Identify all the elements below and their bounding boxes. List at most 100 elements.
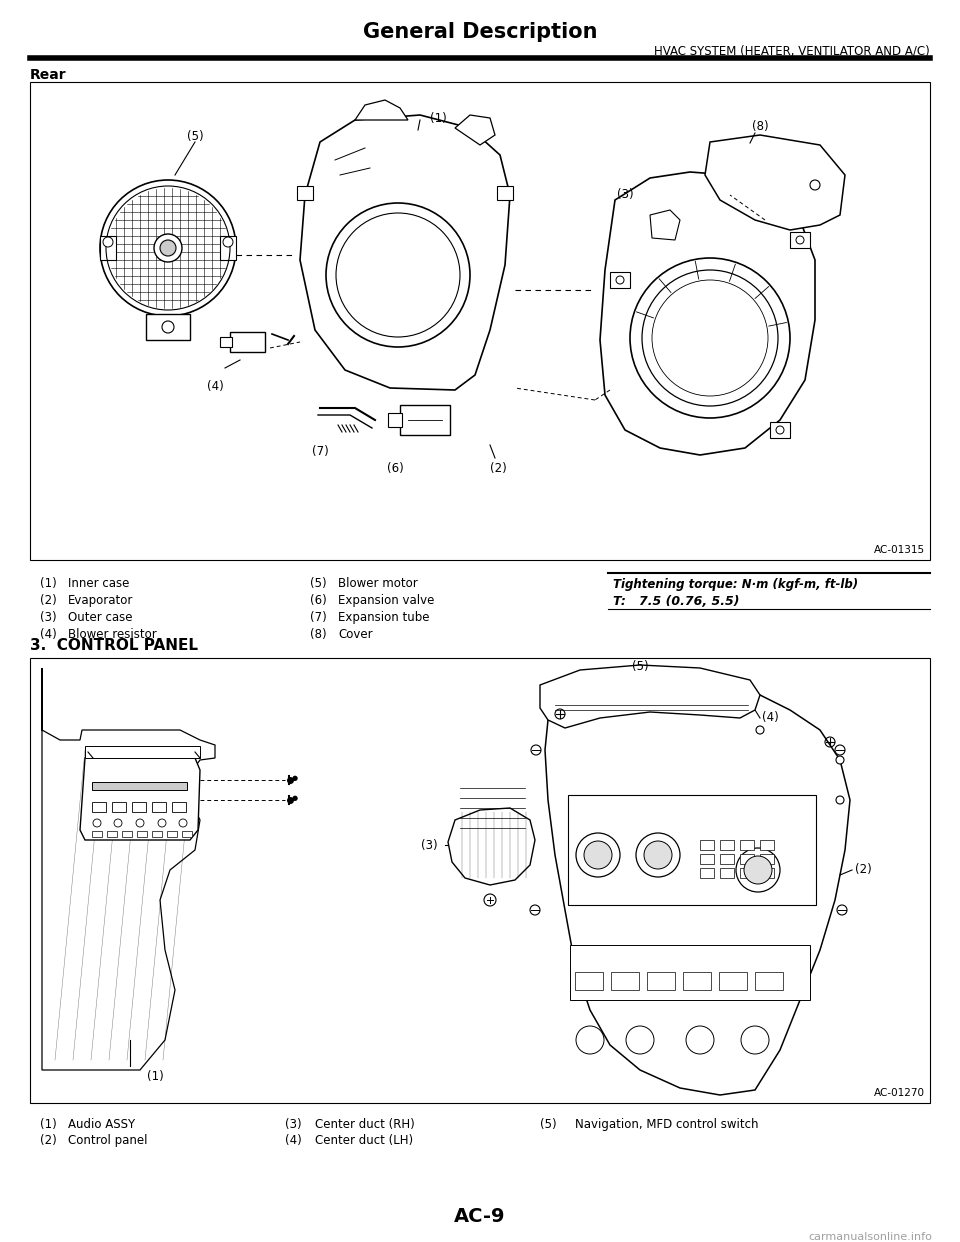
Circle shape bbox=[837, 905, 847, 915]
Text: ●: ● bbox=[292, 775, 299, 781]
Text: (4): (4) bbox=[206, 380, 224, 392]
Bar bbox=[497, 186, 513, 200]
Text: (4): (4) bbox=[285, 1134, 301, 1148]
Circle shape bbox=[154, 233, 182, 262]
Circle shape bbox=[776, 426, 784, 433]
Bar bbox=[610, 272, 630, 288]
Text: (1): (1) bbox=[430, 112, 446, 125]
Text: (1): (1) bbox=[40, 578, 57, 590]
Text: (8): (8) bbox=[752, 120, 768, 133]
Circle shape bbox=[160, 240, 176, 256]
Text: Expansion tube: Expansion tube bbox=[338, 611, 429, 623]
Text: Navigation, MFD control switch: Navigation, MFD control switch bbox=[575, 1118, 758, 1131]
Bar bbox=[152, 802, 166, 812]
Text: (3): (3) bbox=[285, 1118, 301, 1131]
Circle shape bbox=[744, 856, 772, 884]
Bar bbox=[220, 236, 236, 260]
Circle shape bbox=[835, 745, 845, 755]
Bar bbox=[740, 840, 754, 850]
Text: Inner case: Inner case bbox=[68, 578, 130, 590]
Polygon shape bbox=[300, 116, 510, 390]
Bar bbox=[182, 831, 192, 837]
Text: AC-01315: AC-01315 bbox=[874, 545, 925, 555]
Circle shape bbox=[756, 727, 764, 734]
Polygon shape bbox=[540, 664, 760, 728]
Bar bbox=[700, 840, 714, 850]
Bar bbox=[92, 802, 106, 812]
Text: Center duct (LH): Center duct (LH) bbox=[315, 1134, 413, 1148]
Text: Audio ASSY: Audio ASSY bbox=[68, 1118, 135, 1131]
Bar bbox=[85, 746, 200, 758]
Bar bbox=[146, 314, 190, 340]
Text: T:   7.5 (0.76, 5.5): T: 7.5 (0.76, 5.5) bbox=[613, 595, 739, 609]
Polygon shape bbox=[600, 171, 815, 455]
Bar bbox=[719, 972, 747, 990]
Circle shape bbox=[326, 202, 470, 347]
Text: (3): (3) bbox=[421, 840, 438, 852]
Text: Center duct (RH): Center duct (RH) bbox=[315, 1118, 415, 1131]
Polygon shape bbox=[80, 758, 200, 840]
Circle shape bbox=[530, 905, 540, 915]
Text: (1): (1) bbox=[40, 1118, 57, 1131]
Circle shape bbox=[796, 236, 804, 243]
Circle shape bbox=[616, 276, 624, 284]
Bar bbox=[400, 405, 450, 435]
Text: (2): (2) bbox=[40, 1134, 57, 1148]
Bar bbox=[107, 831, 117, 837]
Bar bbox=[92, 782, 187, 790]
Bar bbox=[755, 972, 783, 990]
Text: Cover: Cover bbox=[338, 628, 372, 641]
Text: Control panel: Control panel bbox=[68, 1134, 148, 1148]
Bar bbox=[220, 337, 232, 347]
Text: (2): (2) bbox=[490, 462, 506, 474]
Text: (5): (5) bbox=[632, 660, 648, 673]
Text: (6): (6) bbox=[387, 462, 403, 474]
Circle shape bbox=[162, 320, 174, 333]
Bar bbox=[760, 854, 774, 864]
Bar bbox=[740, 854, 754, 864]
Bar bbox=[30, 82, 930, 560]
Bar bbox=[100, 236, 116, 260]
Polygon shape bbox=[705, 135, 845, 230]
Bar bbox=[647, 972, 675, 990]
Circle shape bbox=[584, 841, 612, 869]
Text: carmanualsonline.info: carmanualsonline.info bbox=[808, 1232, 932, 1242]
Bar bbox=[611, 972, 639, 990]
Polygon shape bbox=[455, 116, 495, 145]
Polygon shape bbox=[448, 809, 535, 886]
Text: Tightening torque: N·m (kgf-m, ft-lb): Tightening torque: N·m (kgf-m, ft-lb) bbox=[613, 578, 858, 591]
Bar bbox=[297, 186, 313, 200]
Polygon shape bbox=[545, 681, 850, 1095]
Circle shape bbox=[836, 796, 844, 804]
Text: (4): (4) bbox=[40, 628, 57, 641]
Bar bbox=[720, 854, 734, 864]
Text: (3): (3) bbox=[40, 611, 57, 623]
Bar bbox=[700, 854, 714, 864]
Text: (5): (5) bbox=[310, 578, 326, 590]
Bar bbox=[230, 332, 265, 351]
Circle shape bbox=[484, 894, 496, 905]
Text: Blower resistor: Blower resistor bbox=[68, 628, 156, 641]
Circle shape bbox=[636, 833, 680, 877]
Bar bbox=[122, 831, 132, 837]
Polygon shape bbox=[355, 101, 408, 120]
Bar bbox=[575, 972, 603, 990]
Bar bbox=[152, 831, 162, 837]
Bar bbox=[720, 840, 734, 850]
Text: General Description: General Description bbox=[363, 22, 597, 42]
Text: HVAC SYSTEM (HEATER, VENTILATOR AND A/C): HVAC SYSTEM (HEATER, VENTILATOR AND A/C) bbox=[655, 43, 930, 57]
Circle shape bbox=[644, 841, 672, 869]
Bar bbox=[30, 658, 930, 1103]
Circle shape bbox=[103, 237, 113, 247]
Circle shape bbox=[223, 237, 233, 247]
Text: (7): (7) bbox=[310, 611, 326, 623]
Bar bbox=[790, 232, 810, 248]
Bar bbox=[112, 802, 126, 812]
Bar bbox=[388, 414, 402, 427]
Circle shape bbox=[810, 180, 820, 190]
Text: (2): (2) bbox=[855, 863, 872, 877]
Circle shape bbox=[736, 848, 780, 892]
Text: Evaporator: Evaporator bbox=[68, 594, 133, 607]
Circle shape bbox=[836, 756, 844, 764]
Bar bbox=[568, 795, 816, 905]
